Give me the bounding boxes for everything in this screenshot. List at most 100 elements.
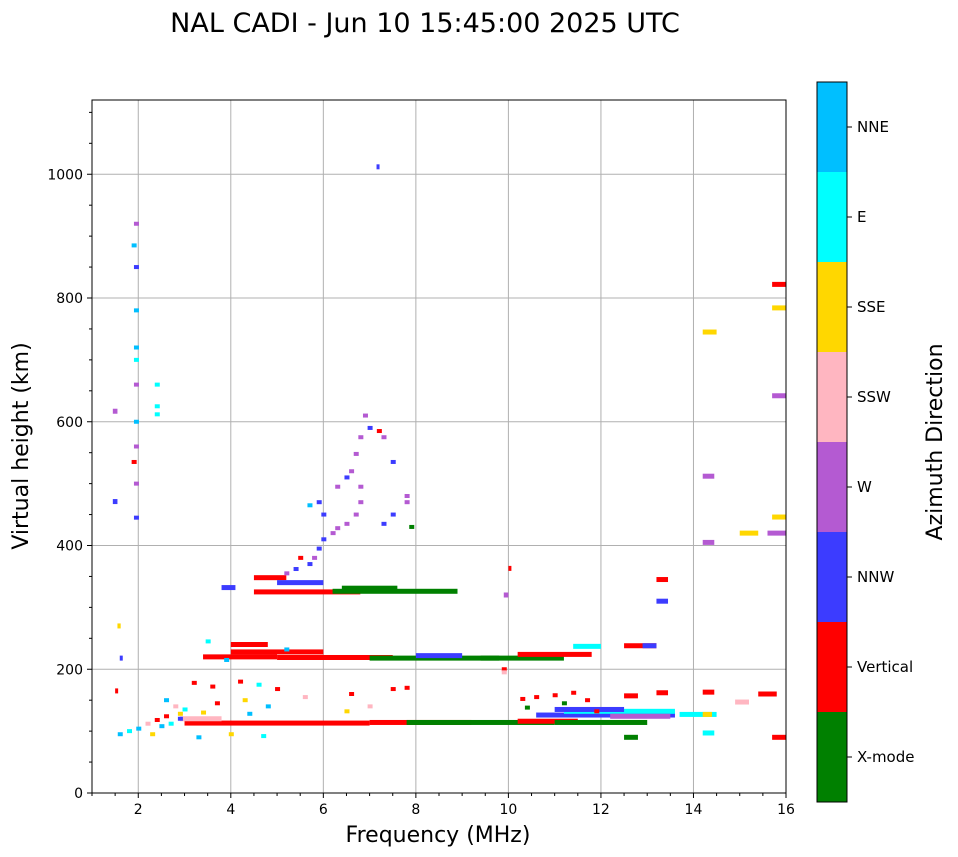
echo-point-x-mode: [524, 705, 530, 710]
y-tick-label: 200: [56, 662, 83, 678]
echo-point-w: [284, 571, 290, 576]
echo-segment-w: [767, 530, 786, 536]
echo-point-vertical: [552, 693, 558, 698]
echo-point-w: [344, 521, 350, 526]
echo-point-vertical: [585, 698, 591, 703]
echo-segment-x-mode: [554, 719, 648, 725]
echo-segment-vertical: [758, 691, 777, 697]
colorbar-swatch-w: [817, 442, 847, 532]
echo-segment-nnw: [112, 499, 118, 505]
echo-segment-nnw: [554, 706, 625, 712]
echo-segment-vertical: [277, 654, 393, 660]
echo-segment-nnw: [119, 655, 123, 661]
colorbar-swatch-x-mode: [817, 712, 847, 802]
x-tick-label: 14: [685, 802, 703, 818]
y-tick-label: 600: [56, 415, 83, 431]
echo-point-w: [381, 435, 387, 440]
echo-point-vertical: [298, 555, 304, 560]
echo-point-sse: [150, 732, 156, 737]
echo-point-e: [261, 734, 267, 739]
echo-point-nne: [224, 657, 230, 662]
echo-point-nnw: [133, 265, 139, 270]
echo-segment-sse: [772, 305, 786, 311]
colorbar-label: E: [857, 208, 866, 226]
grid: [92, 100, 787, 794]
y-axis-label: Virtual height (km): [9, 342, 34, 549]
echo-point-e: [127, 729, 133, 734]
echo-point-vertical: [164, 714, 170, 719]
colorbar-label: NNE: [857, 118, 889, 136]
x-tick-label: 4: [226, 802, 235, 818]
echo-segment-vertical: [230, 642, 268, 647]
echo-segment-w: [112, 408, 118, 414]
colorbar-swatch-sse: [817, 262, 847, 352]
echo-point-vertical: [534, 695, 540, 700]
echo-point-w: [335, 484, 341, 489]
axis-ticks: 2 4 6 8 10 12 14 16 0 200 400 600 800 1000: [47, 111, 795, 818]
echo-point-vertical: [349, 692, 355, 696]
echo-point-vertical: [501, 667, 507, 672]
echo-point-nne: [131, 243, 137, 248]
echo-point-nnw: [367, 425, 373, 430]
echo-segment-vertical: [656, 690, 669, 696]
y-tick-label: 0: [74, 786, 83, 802]
echo-point-nnw: [344, 475, 350, 480]
x-tick-label: 16: [777, 802, 795, 818]
echo-point-x-mode: [561, 701, 567, 706]
x-tick-label: 2: [134, 802, 143, 818]
colorbar-label: NNW: [857, 568, 894, 586]
echo-point-vertical: [594, 709, 600, 714]
colorbar-swatch-ssw: [817, 352, 847, 442]
x-tick-label: 8: [411, 802, 420, 818]
x-tick-label: 6: [319, 802, 328, 818]
echo-point-e: [168, 721, 174, 726]
y-tick-label: 800: [56, 291, 83, 307]
echo-segment-nnw: [642, 643, 657, 649]
echo-segment-sse: [702, 711, 712, 717]
echo-segment-x-mode: [341, 585, 398, 591]
echo-point-e: [256, 682, 262, 687]
echo-point-vertical: [210, 684, 216, 689]
echo-point-nnw: [133, 515, 139, 520]
echo-point-w: [335, 526, 341, 531]
echo-segment-w: [772, 393, 786, 399]
echo-segment-vertical: [230, 649, 324, 655]
echo-point-ssw: [367, 704, 373, 709]
y-tick-label: 1000: [47, 167, 83, 183]
echo-point-w: [349, 469, 355, 474]
echo-point-nnw: [390, 459, 396, 464]
echo-point-e: [182, 707, 188, 712]
echo-point-vertical: [390, 687, 396, 692]
colorbar-label: W: [857, 478, 872, 496]
echo-segment-vertical: [772, 734, 786, 740]
echo-point-w: [133, 382, 139, 387]
echo-point-sse: [344, 709, 350, 714]
echo-point-vertical: [131, 459, 137, 464]
echo-segment-w: [503, 592, 509, 598]
echo-point-w: [404, 500, 410, 505]
echo-segment-sse: [772, 514, 786, 520]
echo-segment-e: [679, 711, 717, 717]
echo-point-nne: [117, 732, 123, 737]
echo-segment-vertical: [184, 720, 370, 726]
echo-point-nne: [164, 698, 170, 703]
echo-segment-nnw: [277, 580, 324, 586]
echo-segment-ssw: [735, 699, 749, 705]
chart-title: NAL CADI - Jun 10 15:45:00 2025 UTC: [170, 8, 680, 39]
echo-point-w: [358, 484, 364, 489]
x-tick-label: 10: [499, 802, 517, 818]
echo-point-nnw: [321, 537, 327, 542]
echo-point-vertical: [376, 429, 382, 434]
x-axis-label: Frequency (MHz): [346, 823, 531, 848]
echo-point-nne: [133, 308, 139, 313]
colorbar-label: SSE: [857, 298, 886, 316]
echo-segment-vertical: [253, 575, 287, 581]
echo-point-ssw: [145, 721, 151, 726]
colorbar-swatch-vertical: [817, 622, 847, 712]
echo-segment-vertical: [702, 689, 715, 695]
echo-point-nne: [133, 345, 139, 350]
echo-point-nnw: [316, 500, 322, 505]
echo-segment-x-mode: [480, 655, 564, 661]
echo-segment-w: [702, 473, 715, 479]
plot-frame: [91, 99, 787, 794]
